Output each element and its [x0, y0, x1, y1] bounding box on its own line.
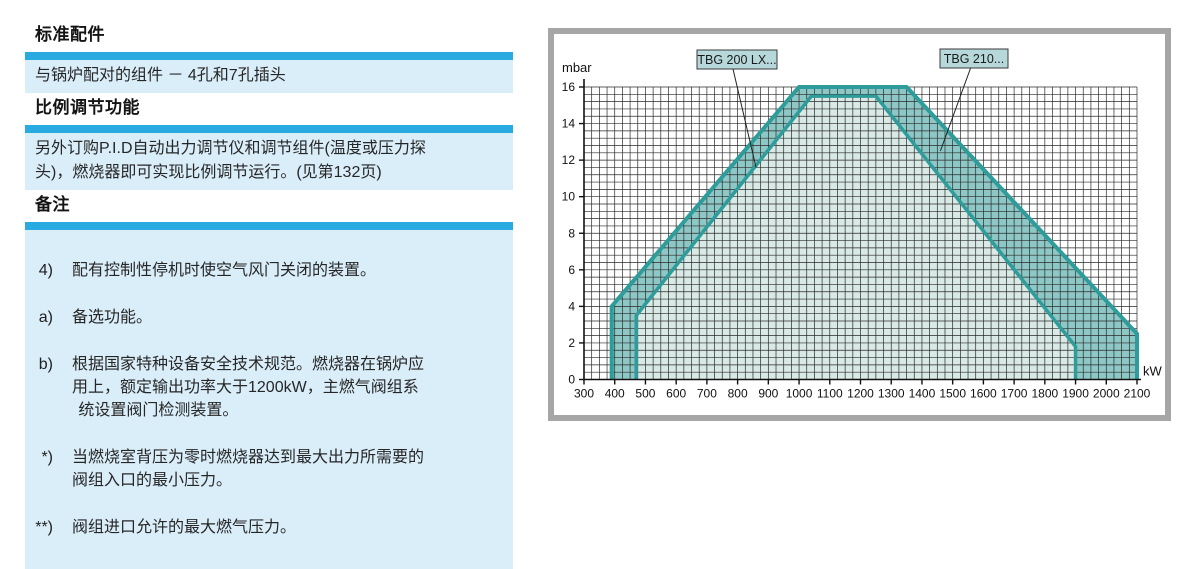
list-item: b) 根据国家特种设备安全技术规范。燃烧器在锅炉应 用上，额定输出功率大于120…	[25, 353, 507, 422]
x-tick-label: 1900	[1062, 387, 1089, 401]
note-marker: a)	[38, 309, 53, 326]
list-item: a) 备选功能。	[25, 306, 507, 329]
x-tick-label: 1600	[970, 387, 997, 401]
note-marker: b)	[38, 356, 53, 373]
section-remarks: 备注 4) 配有控制性停机时使空气风门关闭的装置。 a) 备选功能。 b) 根据…	[25, 190, 513, 569]
accent-bar	[25, 52, 513, 60]
y-tick-label: 6	[568, 263, 575, 277]
remarks-list: 4) 配有控制性停机时使空气风门关闭的装置。 a) 备选功能。 b) 根据国家特…	[25, 230, 513, 569]
x-tick-label: 2000	[1093, 387, 1120, 401]
y-axis-unit-label: mbar	[562, 60, 592, 75]
x-tick-label: 1700	[1001, 387, 1028, 401]
catalog-page: 标准配件 与锅炉配对的组件 － 4孔和7孔插头 比例调节功能 另外订购P.I.D…	[25, 25, 1171, 569]
accent-bar	[25, 222, 513, 230]
x-tick-label: 1800	[1031, 387, 1058, 401]
series-label-box	[939, 48, 1009, 69]
callout-leader-line	[732, 68, 757, 168]
list-item: **) 阀组进口允许的最大燃气压力。	[25, 516, 507, 539]
note-marker: **)	[35, 519, 53, 536]
accent-bar	[25, 125, 513, 133]
x-tick-label: 700	[697, 387, 717, 401]
x-tick-label: 800	[728, 387, 748, 401]
note-marker: *)	[41, 449, 53, 466]
series-label-text: TBG 200 LX...	[697, 53, 776, 67]
x-tick-label: 900	[758, 387, 778, 401]
series-label-text: TBG 210...	[944, 52, 1004, 66]
x-axis-unit-label: kW	[1143, 364, 1163, 379]
x-tick-label: 400	[605, 387, 625, 401]
section-standard-accessories: 标准配件 与锅炉配对的组件 － 4孔和7孔插头	[25, 20, 513, 93]
x-tick-label: 1000	[786, 387, 813, 401]
outline-tbg-200-lx	[634, 94, 1078, 380]
operating-range-chart: 300 400 500 600 700 800 900 1000 1100 1200 1300 140…	[562, 48, 1163, 401]
y-tick-label: 2	[568, 336, 575, 350]
note-text: 备选功能。	[72, 309, 153, 326]
region-tbg-200-lx	[636, 96, 1076, 380]
section-body: 与锅炉配对的组件 － 4孔和7孔插头	[25, 60, 513, 93]
y-tick-label: 14	[562, 117, 576, 131]
note-text: 根据国家特种设备安全技术规范。燃烧器在锅炉应 用上，额定输出功率大于1200kW…	[72, 356, 425, 419]
y-tick-label: 12	[562, 153, 576, 167]
section-heading: 比例调节功能	[35, 98, 140, 117]
y-tick-label: 8	[568, 226, 575, 240]
list-item: *) 当燃烧室背压为零时燃烧器达到最大出力所需要的 阀组入口的最小压力。	[25, 446, 507, 492]
note-text: 当燃烧室背压为零时燃烧器达到最大出力所需要的 阀组入口的最小压力。	[72, 449, 425, 489]
x-tick-label: 2100	[1124, 387, 1151, 401]
y-tick-label: 4	[568, 299, 575, 313]
x-tick-label: 1400	[909, 387, 936, 401]
section-heading: 备注	[35, 195, 70, 214]
x-tick-label: 300	[574, 387, 594, 401]
spec-text-panel: 标准配件 与锅炉配对的组件 － 4孔和7孔插头 比例调节功能 另外订购P.I.D…	[25, 20, 513, 569]
chart-panel: 300 400 500 600 700 800 900 1000 1100 1200 1300 140…	[548, 28, 1171, 421]
x-tick-label: 500	[635, 387, 655, 401]
section-body: 另外订购P.I.D自动出力调节仪和调节组件(温度或压力探 头)，燃烧器即可实现比…	[25, 133, 513, 190]
x-tick-label: 1200	[847, 387, 874, 401]
section-proportional-regulation: 比例调节功能 另外订购P.I.D自动出力调节仪和调节组件(温度或压力探 头)，燃…	[25, 93, 513, 190]
x-tick-label: 600	[666, 387, 686, 401]
callout-leader-line	[939, 67, 972, 152]
list-item: 4) 配有控制性停机时使空气风门关闭的装置。	[25, 259, 507, 282]
outline-tbg-210	[609, 85, 1139, 380]
series-label-box	[696, 49, 778, 70]
x-tick-label: 1300	[878, 387, 905, 401]
y-tick-label: 0	[568, 373, 575, 387]
note-text: 配有控制性停机时使空气风门关闭的装置。	[72, 262, 377, 279]
section-heading: 标准配件	[35, 25, 105, 44]
y-tick-label: 10	[562, 190, 576, 204]
note-text: 阀组进口允许的最大燃气压力。	[72, 519, 297, 536]
x-tick-label: 1500	[939, 387, 966, 401]
y-tick-label: 16	[562, 80, 576, 94]
x-tick-label: 1100	[817, 387, 843, 401]
note-marker: 4)	[38, 262, 53, 279]
